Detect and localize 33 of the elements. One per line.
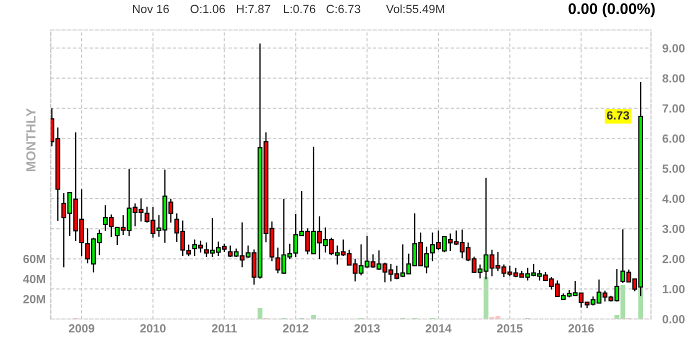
x-tick-label: 2009 [68,324,94,333]
y-tick-label: 0.00 [662,315,685,324]
text: H:7.87 [236,4,270,14]
bar [258,308,262,319]
y-tick-label: 3.00 [662,224,685,234]
x-tick-label: 2011 [212,324,237,333]
x-tick-label: 2010 [140,324,166,333]
y-tick-label: 4.00 [662,194,685,203]
text: Nov 16 [132,4,169,14]
y2-tick-label: 60M [23,254,46,264]
text: C:6.73 [326,4,360,14]
bar [311,314,316,319]
y-tick-label: 7.00 [662,104,685,113]
y-tick-label: 1.00 [662,284,685,294]
x-tick-label: 2013 [354,324,380,333]
x-tick-label: 2014 [426,324,452,333]
y-tick-label: 6.00 [662,134,685,143]
text: L:0.76 [284,4,316,14]
y-tick-label: 8.00 [662,74,685,83]
bar [484,276,488,319]
x-tick-label: 2015 [497,324,523,333]
y-tick-label: 9.00 [662,44,685,52]
y2-tick-label: 20M [23,294,46,304]
text: Vol:55.49M [386,4,444,14]
text: O:1.06 [190,4,225,14]
text: 0.00 (0.00%) [568,2,655,18]
y2-tick-label: 40M [23,274,46,284]
x-tick-label: 2016 [568,324,594,333]
y-tick-label: 5.00 [662,164,685,173]
x-tick-label: 2012 [282,324,308,333]
y-tick-label: 2.00 [662,254,685,264]
annotation: 6.73 [606,111,630,120]
text: MONTHLY [26,108,36,172]
